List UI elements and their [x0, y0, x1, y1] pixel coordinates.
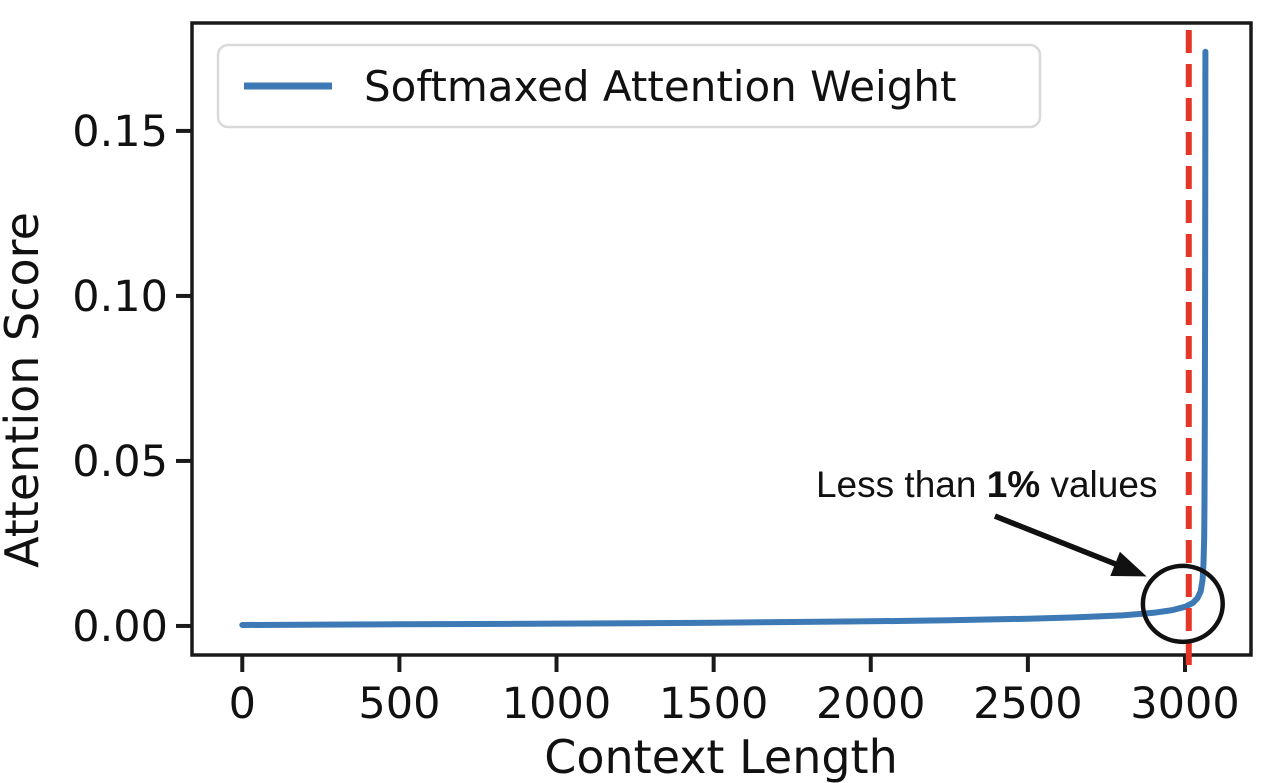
- y-tick-label: 0.15: [72, 107, 168, 157]
- y-axis-label: Attention Score: [0, 212, 49, 568]
- x-tick-label: 3000: [1130, 679, 1239, 729]
- x-tick-label: 1500: [659, 679, 768, 729]
- annotation-arrow-line: [993, 513, 1122, 569]
- legend-box: [216, 43, 1042, 129]
- y-axis-ticks: 0.00 0.05 0.10 0.15: [72, 107, 192, 652]
- x-tick-label: 1000: [502, 679, 611, 729]
- y-tick-label: 0.05: [72, 437, 168, 487]
- annotation-text: Less than 1% values: [816, 464, 1157, 505]
- annotation-text-part2: values: [1050, 464, 1157, 505]
- x-axis-label: Context Length: [544, 730, 898, 783]
- x-tick-label: 2500: [973, 679, 1082, 729]
- x-tick-label: 0: [229, 679, 256, 729]
- annotation-arrow: [993, 513, 1147, 577]
- plot-border: [190, 21, 1253, 657]
- y-tick-label: 0.10: [72, 272, 168, 322]
- x-tick-label: 500: [358, 679, 440, 729]
- annotation-text-part1: Less than: [816, 464, 987, 505]
- y-tick-label: 0.00: [72, 602, 168, 652]
- series-line-softmaxed-attention-weight: [239, 48, 1209, 628]
- x-axis-ticks: 0 500 1000 1500 2000 2500 3000: [229, 655, 1240, 729]
- x-tick-label: 2000: [816, 679, 925, 729]
- annotation-text-bold: 1%: [987, 464, 1040, 505]
- annotation-arrow-head: [1110, 551, 1147, 577]
- legend: Softmaxed Attention Weight: [216, 43, 1042, 129]
- annotation-circle: [1140, 563, 1225, 645]
- legend-entry-label: Softmaxed Attention Weight: [364, 62, 956, 111]
